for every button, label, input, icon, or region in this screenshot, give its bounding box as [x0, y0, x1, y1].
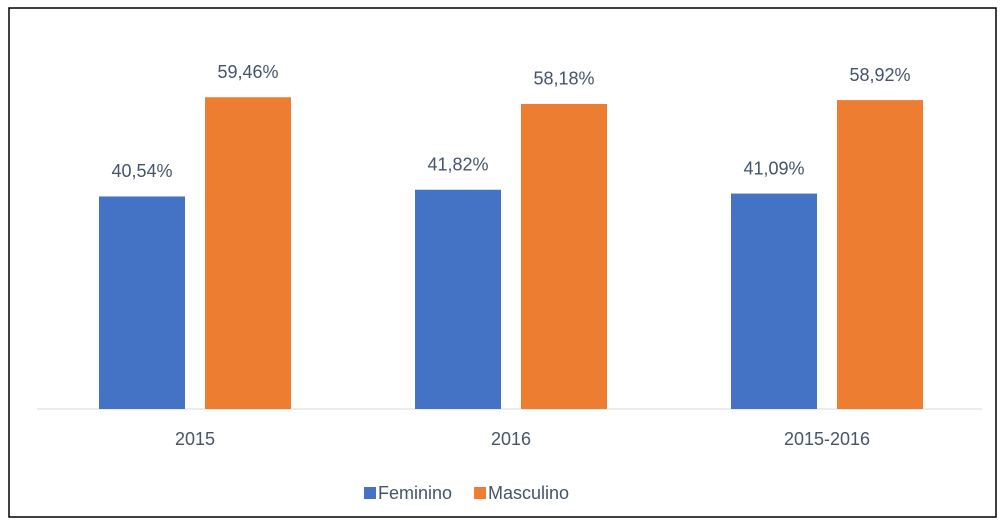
bar: [205, 97, 291, 410]
data-label: 41,09%: [743, 158, 804, 178]
legend-swatch: [474, 487, 487, 499]
legend-label: Masculino: [488, 483, 569, 503]
data-label: 40,54%: [111, 161, 172, 181]
bar: [837, 100, 923, 410]
data-label: 41,82%: [427, 154, 488, 174]
x-tick-label: 2016: [491, 429, 531, 449]
legend-label: Feminino: [378, 483, 452, 503]
bar: [521, 103, 607, 409]
data-label: 58,92%: [849, 65, 910, 85]
legend-swatch: [364, 487, 376, 499]
data-label: 58,18%: [533, 69, 594, 89]
bar: [731, 193, 817, 409]
data-label: 59,46%: [217, 62, 278, 82]
bar: [415, 189, 501, 409]
x-tick-label: 2015: [175, 429, 215, 449]
bar: [99, 196, 185, 409]
x-tick-label: 2015-2016: [784, 429, 870, 449]
